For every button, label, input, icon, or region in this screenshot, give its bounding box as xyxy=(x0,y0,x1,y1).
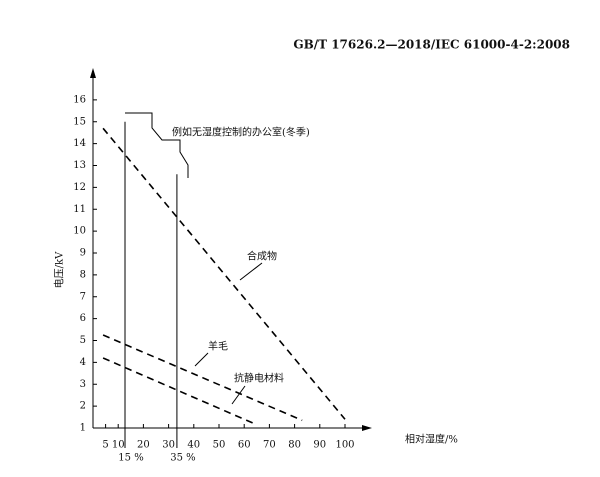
x-tick-label: 50 xyxy=(213,440,226,451)
x-tick-label: 30 xyxy=(162,440,175,451)
y-tick-label: 3 xyxy=(80,379,86,390)
series-label: 抗静电材料 xyxy=(234,372,284,385)
y-tick-label: 2 xyxy=(80,401,86,412)
annotation-bracket xyxy=(125,112,189,178)
series-line xyxy=(102,127,346,420)
series-line xyxy=(102,357,258,426)
x-axis-label: 相对湿度/% xyxy=(405,433,458,446)
reference-label: 15 % xyxy=(118,453,143,464)
x-tick-label: 100 xyxy=(335,440,354,451)
series-label: 羊毛 xyxy=(208,340,228,353)
y-tick-label: 16 xyxy=(73,94,86,105)
annotation: 例如无湿度控制的办公室(冬季) xyxy=(172,126,310,139)
x-tick-label: 20 xyxy=(137,440,150,451)
x-tick-label: 10 xyxy=(112,440,125,451)
x-tick-label: 60 xyxy=(238,440,251,451)
leader xyxy=(239,262,263,281)
x-arrow xyxy=(362,425,372,431)
header: GB/T 17626.2—2018/IEC 61000-4-2:2008 xyxy=(293,38,570,52)
x-tick-label: 70 xyxy=(263,440,276,451)
y-tick-label: 4 xyxy=(80,357,86,368)
x-tick-label: 5 xyxy=(102,440,108,451)
y-tick-label: 14 xyxy=(73,138,86,149)
x-tick-label: 40 xyxy=(187,440,200,451)
y-tick-label: 1 xyxy=(80,423,86,434)
y-tick-label: 8 xyxy=(80,269,86,280)
y-tick-label: 10 xyxy=(73,226,86,237)
y-tick-label: 11 xyxy=(73,204,86,215)
leader xyxy=(194,352,209,367)
leader xyxy=(231,385,246,405)
x-tick-label: 90 xyxy=(313,440,326,451)
series-line xyxy=(102,334,303,422)
series-label: 合成物 xyxy=(247,250,277,263)
y-tick-label: 13 xyxy=(73,160,86,171)
y-tick-label: 6 xyxy=(80,313,86,324)
y-tick-label: 7 xyxy=(80,291,86,302)
x-tick-label: 80 xyxy=(288,440,301,451)
y-arrow xyxy=(90,68,96,78)
y-axis-label: 电压/kV xyxy=(53,251,66,288)
y-tick-label: 9 xyxy=(80,248,86,259)
y-tick-label: 5 xyxy=(80,335,86,346)
reference-label: 35 % xyxy=(170,453,195,464)
y-tick-label: 15 xyxy=(73,116,86,127)
y-tick-label: 12 xyxy=(73,182,86,193)
